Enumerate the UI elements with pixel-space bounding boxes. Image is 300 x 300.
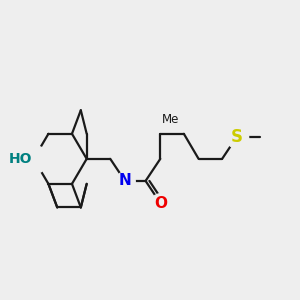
Text: S: S [231,128,243,146]
Text: N: N [118,173,131,188]
Text: O: O [154,196,167,211]
Text: Me: Me [162,113,179,126]
Text: HO: HO [9,152,32,166]
